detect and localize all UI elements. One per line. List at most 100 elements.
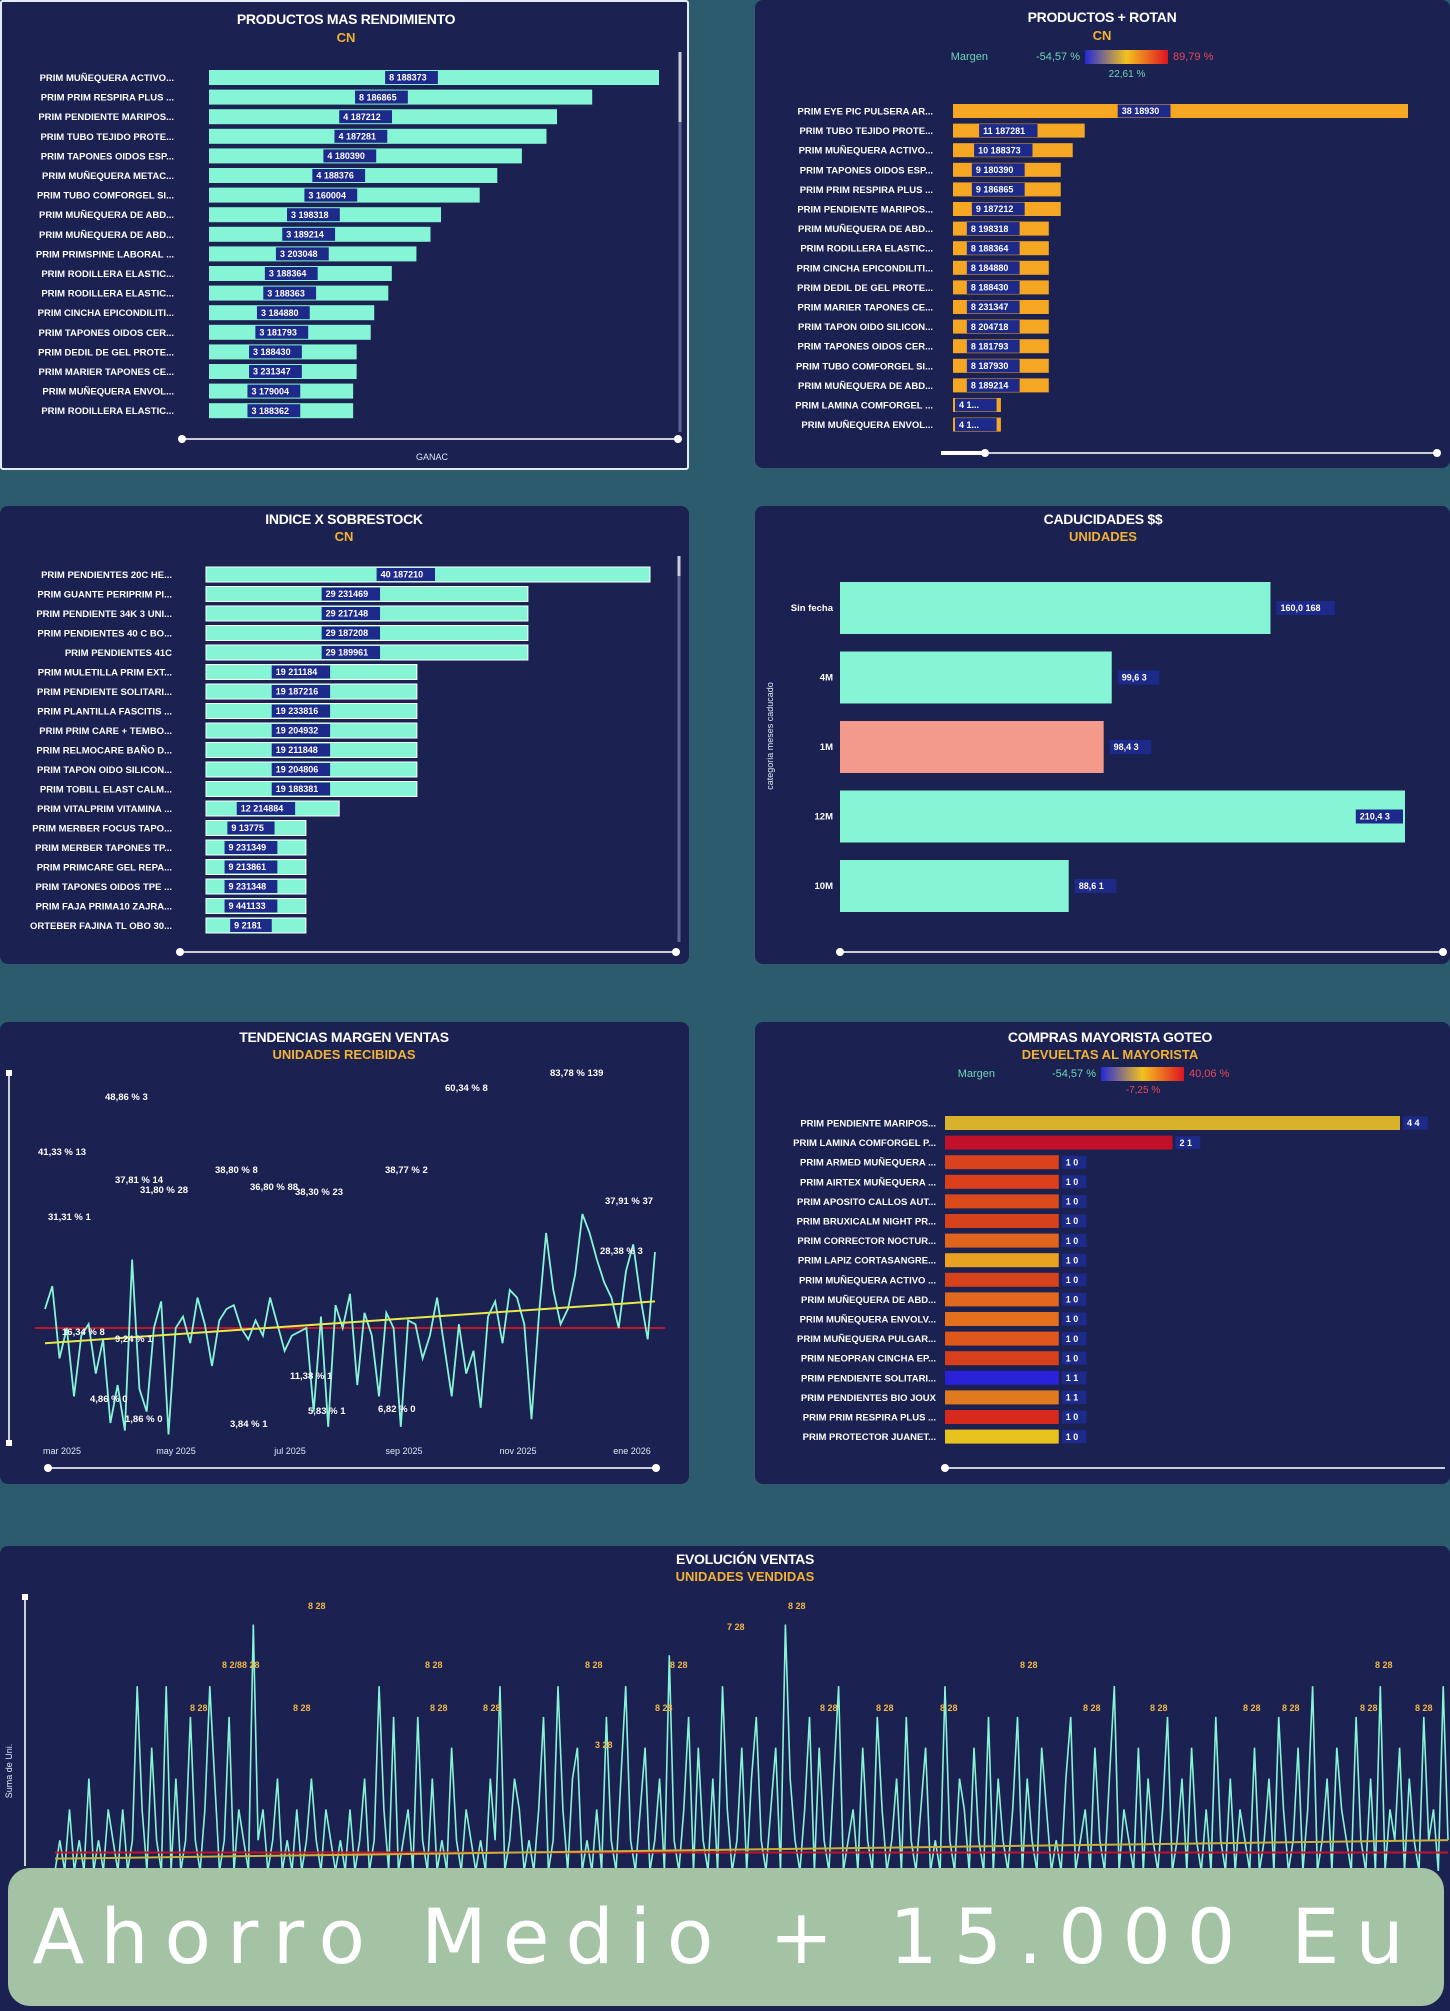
category-label: PRIM MUÑEQUERA DE ABD... [801,1295,936,1306]
scroll-handle-left[interactable] [941,1464,949,1472]
category-label: PRIM CINCHA EPICONDILITI... [797,263,933,274]
bar[interactable] [945,1292,1059,1307]
data-label: 9 213861 [229,862,267,872]
data-annotation: 38,80 % 8 [215,1165,258,1176]
scroll-handle-top[interactable] [22,1594,28,1600]
data-label: 19 188381 [276,784,319,794]
bar[interactable] [945,1429,1059,1444]
bar[interactable] [945,1135,1173,1150]
bar[interactable] [945,1312,1059,1326]
data-annotation: 3,84 % 1 [230,1419,268,1430]
data-label: 8 188364 [971,243,1009,253]
data-label-bg [1117,104,1171,118]
scroll-handle-left[interactable] [176,948,184,956]
data-label-bg [385,71,438,84]
bar[interactable] [945,1390,1059,1405]
scroll-handle-bottom[interactable] [6,1440,12,1446]
bar[interactable] [840,651,1112,704]
bar[interactable] [945,1233,1059,1248]
data-label-bg [1355,809,1403,824]
data-annotation: 31,80 % 28 [140,1185,188,1196]
data-label-bg [271,665,331,679]
bar[interactable] [945,1331,1059,1346]
bar[interactable] [945,1351,1059,1366]
data-label: 8 186865 [359,92,397,102]
category-label: PRIM BRUXICALM NIGHT PR... [797,1217,936,1228]
data-label-bg [271,704,331,718]
bar[interactable] [945,1272,1059,1287]
data-label: 8 188373 [389,73,427,83]
trend-line [54,1839,1449,1860]
x-tick-label: sep 2025 [385,1446,422,1456]
data-label-bg [966,378,1020,392]
data-label-bg [271,763,331,776]
data-label: 8 198318 [971,224,1009,234]
bar[interactable] [945,1155,1059,1170]
data-label: 8 204718 [971,322,1009,332]
bar[interactable] [840,582,1271,634]
category-label: PRIM TAPONES OIDOS CER... [798,342,933,353]
data-label: 8 184880 [971,263,1009,273]
scroll-handle-right[interactable] [672,948,680,956]
scroll-handle-left[interactable] [981,449,989,457]
scroll-handle-right[interactable] [674,435,682,443]
data-annotation: 8 28 [1150,1703,1168,1713]
bar[interactable] [945,1194,1059,1209]
bar[interactable] [945,1253,1059,1268]
data-label-bg [249,365,302,378]
category-label: PRIM MUÑEQUERA ACTIVO ... [799,1275,936,1286]
chart-tendencias: TENDENCIAS MARGEN VENTAS UNIDADES RECIBI… [6,1029,665,1472]
scroll-handle-left[interactable] [44,1464,52,1472]
category-label: PRIM APOSITO CALLOS AUT... [797,1197,936,1208]
data-label: 3 188363 [267,288,305,298]
chart-sobrestock: INDICE X SOBRESTOCK CN PRIM PENDIENTES 2… [30,511,681,956]
x-tick-label: ene 2026 [613,1446,651,1456]
data-label: 1 0 [1066,1157,1079,1167]
data-annotation: 8 28 [585,1660,603,1670]
bar[interactable] [945,1370,1059,1385]
category-label: PRIM MUÑEQUERA ENVOLV... [800,1315,936,1326]
data-annotation: 31,31 % 1 [48,1212,91,1223]
category-label: PRIM PENDIENTE 34K 3 UNI... [36,609,172,620]
bar[interactable] [945,1214,1059,1228]
data-label: 3 160004 [308,190,346,200]
bar[interactable] [840,721,1104,773]
bar[interactable] [945,1410,1059,1424]
bar[interactable] [945,1174,1059,1189]
category-label: PRIM MUÑEQUERA DE ABD... [798,224,933,235]
category-label: PRIM CINCHA EPICONDILITI... [38,308,174,319]
data-label-bg [224,860,278,874]
data-label: 4 187281 [338,132,376,142]
data-label-bg [1061,1430,1087,1444]
data-annotation: 11,38 % 1 [290,1371,333,1382]
data-label: 1 1 [1066,1373,1079,1383]
category-label: PRIM TUBO COMFORGEL SI... [37,191,174,202]
scroll-handle-right[interactable] [1439,948,1447,956]
data-label: 98,4 3 [1114,742,1139,752]
scroll-handle-right[interactable] [1433,449,1441,457]
category-label: PRIM MUÑEQUERA ACTIVO... [799,146,933,157]
scroll-handle-left[interactable] [836,948,844,956]
chart-compras: COMPRAS MAYORISTA GOTEO DEVUELTAS AL MAY… [793,1029,1445,1472]
data-annotation: 37,81 % 14 [115,1175,164,1186]
chart-title: CADUCIDADES $$ [1044,511,1163,527]
data-label-bg [1061,1371,1087,1385]
data-label: 3 203048 [280,249,318,259]
bar[interactable] [945,1116,1400,1130]
scroll-handle-top[interactable] [6,1070,12,1076]
data-label-bg [339,110,393,124]
legend-label: Margen [958,1068,995,1080]
data-label-bg [966,300,1020,314]
bar[interactable] [840,860,1069,912]
data-label: 4 1... [959,400,979,410]
data-annotation: 6,82 % 0 [378,1404,416,1415]
data-label-bg [271,743,331,757]
scroll-handle-left[interactable] [178,435,186,443]
bar[interactable] [953,104,1408,118]
data-label-bg [1061,1312,1087,1326]
category-label: PRIM PRIM RESPIRA PLUS ... [803,1413,936,1424]
scroll-handle-right[interactable] [652,1464,660,1472]
category-label: PRIM PENDIENTE MARIPOS... [797,205,933,216]
bar[interactable] [840,790,1405,843]
category-label: PRIM MUÑEQUERA DE ABD... [39,230,174,241]
